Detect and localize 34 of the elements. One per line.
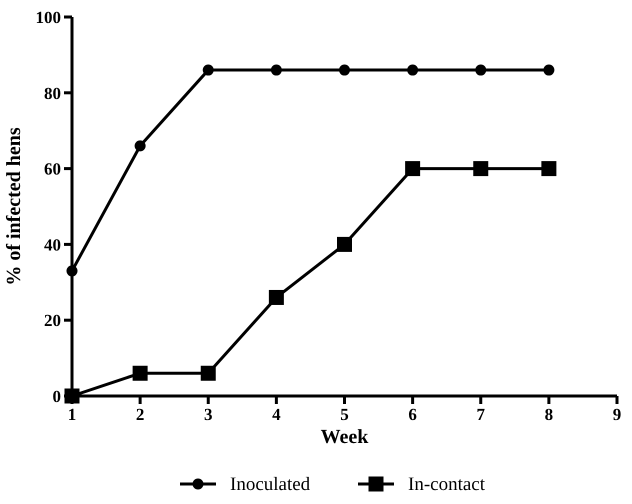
y-tick-label: 0 bbox=[52, 387, 61, 406]
y-tick-label: 40 bbox=[44, 235, 61, 254]
x-tick-label: 9 bbox=[612, 405, 622, 424]
x-tick-label: 3 bbox=[204, 405, 212, 424]
point bbox=[268, 290, 284, 305]
legend-label: Inoculated bbox=[230, 474, 311, 495]
point bbox=[407, 64, 418, 76]
point bbox=[202, 64, 214, 76]
x-axis-title: Week bbox=[320, 426, 370, 448]
y-tick-label: 60 bbox=[44, 160, 61, 179]
point bbox=[134, 140, 146, 152]
x-tick-label: 1 bbox=[68, 405, 76, 424]
point bbox=[405, 161, 420, 176]
point bbox=[66, 265, 78, 276]
y-axis-title: % of infected hens bbox=[3, 127, 25, 286]
point bbox=[541, 161, 556, 176]
x-tick-label: 2 bbox=[136, 405, 144, 424]
point bbox=[473, 161, 488, 176]
legend-label: In-contact bbox=[408, 474, 486, 495]
x-tick-label: 5 bbox=[340, 405, 349, 424]
y-tick-label: 100 bbox=[36, 8, 61, 27]
point bbox=[270, 64, 282, 76]
y-tick-label: 80 bbox=[44, 84, 61, 103]
x-tick-label: 7 bbox=[476, 405, 486, 424]
x-tick-label: 4 bbox=[272, 405, 282, 424]
x-tick-label: 8 bbox=[544, 405, 554, 424]
y-tick-label: 20 bbox=[44, 311, 61, 330]
x-tick-label: 6 bbox=[408, 405, 417, 424]
point bbox=[475, 64, 486, 76]
point bbox=[543, 64, 554, 76]
point bbox=[339, 64, 350, 76]
point bbox=[200, 366, 216, 381]
point bbox=[132, 366, 148, 381]
point bbox=[337, 236, 352, 252]
